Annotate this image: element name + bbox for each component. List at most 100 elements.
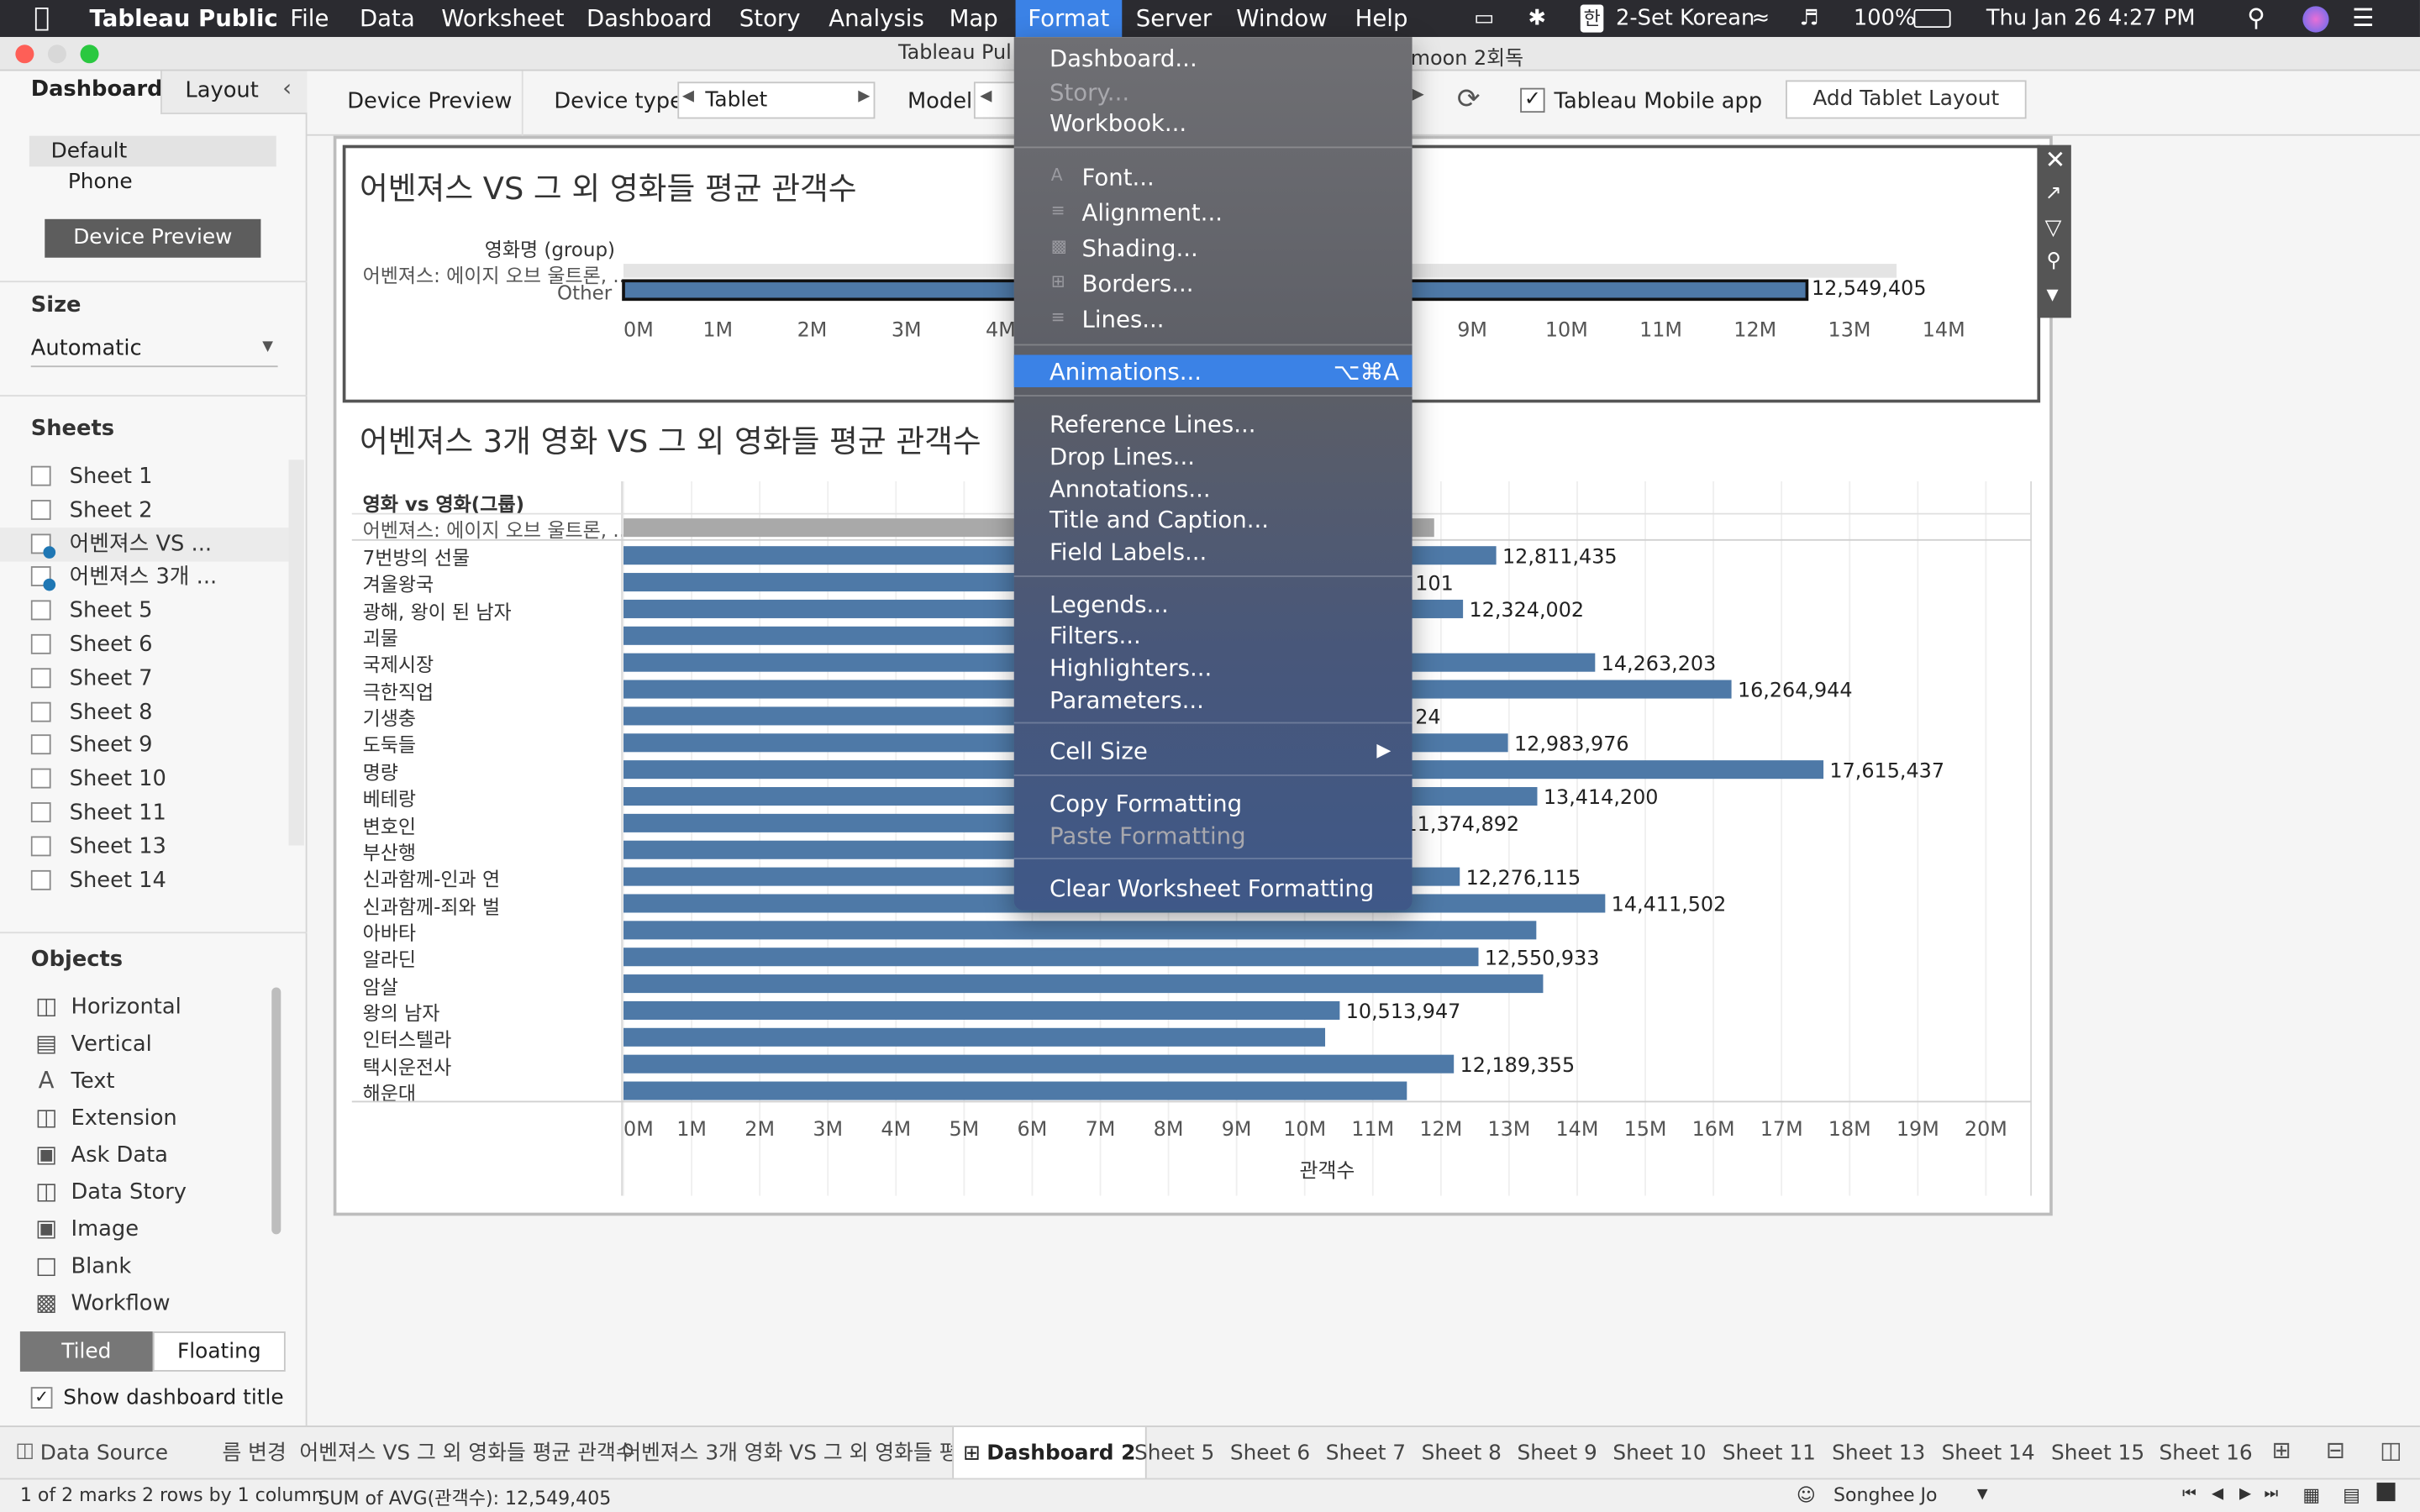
sheet-list-item[interactable]: Sheet 2 xyxy=(30,493,293,527)
object-item[interactable]: ▣ Image xyxy=(31,1210,139,1247)
chart2-bar[interactable] xyxy=(623,1000,1340,1020)
chart2-bar[interactable] xyxy=(623,974,1544,994)
sheet-list-item[interactable]: Sheet 1 xyxy=(30,459,293,493)
menu-dashboard[interactable]: Dashboard xyxy=(586,4,713,33)
new-dashboard-icon[interactable]: ⊟ xyxy=(2325,1436,2346,1465)
input-method-label[interactable]: 2-Set Korean xyxy=(1616,6,1755,31)
collapse-panel-icon[interactable]: ‹ xyxy=(282,74,292,102)
sheet-tab[interactable]: Sheet 9 xyxy=(1507,1427,1606,1479)
format-menu-item-copy-formatting[interactable]: Copy Formatting xyxy=(1050,790,1242,817)
menu-data[interactable]: Data xyxy=(359,4,415,33)
prev-sheet-icon[interactable]: ◀ xyxy=(2211,1485,2224,1503)
spotlight-icon[interactable]: ⚲ xyxy=(2247,3,2265,33)
new-worksheet-icon[interactable]: ⊞ xyxy=(2271,1436,2291,1465)
tiled-toggle[interactable]: Tiled xyxy=(19,1331,153,1372)
format-menu-item-font[interactable]: A Font... xyxy=(1051,164,1155,192)
format-menu-item-field-labels[interactable]: Field Labels... xyxy=(1050,538,1207,566)
sheet-tab[interactable]: Sheet 10 xyxy=(1603,1427,1715,1479)
sheet-tab[interactable]: 어벤져스 VS 그 외 영화들 평균 관객수 xyxy=(290,1427,644,1479)
menu-help[interactable]: Help xyxy=(1355,4,1408,33)
prev-icon[interactable]: ◀ xyxy=(681,87,694,105)
sheets-scrollbar[interactable] xyxy=(288,459,304,846)
format-menu-item-filters[interactable]: Filters... xyxy=(1050,622,1141,649)
sheet-tab[interactable]: Sheet 14 xyxy=(1933,1427,2044,1479)
object-item[interactable]: ▣ Ask Data xyxy=(31,1136,168,1173)
sheet-list-item[interactable]: 어벤져스 3개 ... xyxy=(30,560,293,594)
tab-data-source[interactable]: Data Source xyxy=(39,1441,169,1466)
sheet-list-item[interactable]: Sheet 9 xyxy=(30,729,293,763)
new-story-icon[interactable]: ◫ xyxy=(2380,1436,2402,1465)
object-item[interactable]: ◫ Data Story xyxy=(31,1173,187,1210)
menu-server[interactable]: Server xyxy=(1135,4,1213,33)
tab-layout[interactable]: Layout ‹ xyxy=(160,71,308,114)
menu-file[interactable]: File xyxy=(290,4,329,33)
menu-worksheet[interactable]: Worksheet xyxy=(441,4,565,33)
format-menu-item-drop-lines[interactable]: Drop Lines... xyxy=(1050,443,1195,470)
mobile-app-checkbox[interactable]: ✓ xyxy=(1520,87,1545,113)
device-preview-tab[interactable]: Device Preview xyxy=(308,71,523,136)
size-dropdown[interactable]: Automatic ▼ xyxy=(30,333,278,368)
format-menu-item-reference-lines[interactable]: Reference Lines... xyxy=(1050,411,1256,438)
prev-icon[interactable]: ◀ xyxy=(980,87,992,105)
object-item[interactable]: ◫ Horizontal xyxy=(31,987,182,1024)
sheet-tab[interactable]: Sheet 13 xyxy=(1823,1427,1934,1479)
device-preview-button[interactable]: Device Preview xyxy=(45,218,261,258)
sheet-tab[interactable]: Sheet 16 xyxy=(2150,1427,2262,1479)
format-menu-item-cell-size[interactable]: Cell Size ▶ xyxy=(1050,738,1391,765)
format-menu-item-dashboard[interactable]: Dashboard... xyxy=(1050,45,1197,72)
object-item[interactable]: A Text xyxy=(31,1062,115,1099)
sheet-list-item[interactable]: Sheet 10 xyxy=(30,763,293,796)
sheet-tab[interactable]: Sheet 15 xyxy=(2042,1427,2154,1479)
object-item[interactable]: ▩ Workflow xyxy=(31,1284,171,1320)
sheet-tab[interactable]: Sheet 6 xyxy=(1221,1427,1319,1479)
floating-toggle[interactable]: Floating xyxy=(152,1331,286,1372)
chart2-bar[interactable] xyxy=(623,948,1479,967)
chevron-down-icon[interactable]: ▼ xyxy=(1976,1487,1988,1503)
menu-format[interactable]: Format xyxy=(1015,0,1123,38)
objects-scrollbar[interactable] xyxy=(271,987,281,1235)
format-menu-item-lines[interactable]: ≡ Lines... xyxy=(1051,306,1165,333)
sheet-sorter-icon[interactable]: ▦ xyxy=(2302,1483,2321,1506)
apple-icon[interactable]:  xyxy=(22,0,62,37)
device-phone[interactable]: Phone xyxy=(67,170,133,195)
device-default[interactable]: Default xyxy=(29,135,276,167)
menu-analysis[interactable]: Analysis xyxy=(829,4,924,33)
sheet-list-item[interactable]: Sheet 13 xyxy=(30,830,293,864)
filmstrip-icon[interactable]: ▤ xyxy=(2343,1483,2360,1506)
notification-center-icon[interactable]: ☰ xyxy=(2352,3,2375,33)
input-method-icon[interactable]: 한 xyxy=(1580,4,1604,33)
format-menu-item-legends[interactable]: Legends... xyxy=(1050,591,1169,618)
sheet-tab[interactable]: Sheet 7 xyxy=(1317,1427,1415,1479)
format-menu-item-parameters[interactable]: Parameters... xyxy=(1050,686,1204,714)
menu-window[interactable]: Window xyxy=(1236,4,1328,33)
next-sheet-icon[interactable]: ▶ xyxy=(2239,1485,2252,1503)
airplay-icon[interactable]: ▭ xyxy=(1474,6,1495,31)
close-icon[interactable]: ✕ xyxy=(2044,144,2066,175)
sheet-list-item[interactable]: Sheet 8 xyxy=(30,696,293,729)
sheet-list-item[interactable]: Sheet 5 xyxy=(30,594,293,627)
close-window-button[interactable] xyxy=(15,45,34,64)
format-menu-item-alignment[interactable]: ≡ Alignment... xyxy=(1051,199,1223,227)
sheet-tab[interactable]: ⊞ Dashboard 2 xyxy=(952,1426,1147,1480)
sheet-list-item[interactable]: Sheet 11 xyxy=(30,796,293,830)
more-options-icon[interactable]: ▼ xyxy=(2046,286,2059,304)
clock[interactable]: Thu Jan 26 4:27 PM xyxy=(1986,6,2196,31)
sheet-tab[interactable]: 름 변경 xyxy=(213,1427,295,1479)
chart2-bar[interactable] xyxy=(623,1027,1326,1047)
app-menu[interactable]: Tableau Public xyxy=(89,4,278,33)
format-menu-item-annotations[interactable]: Annotations... xyxy=(1050,475,1211,503)
object-item[interactable]: ▤ Vertical xyxy=(31,1025,152,1062)
menu-map[interactable]: Map xyxy=(949,4,998,33)
filter-icon[interactable]: ▽ xyxy=(2044,216,2062,241)
sheet-tab[interactable]: Sheet 5 xyxy=(1125,1427,1223,1479)
last-sheet-icon[interactable]: ⏭ xyxy=(2264,1485,2278,1503)
menu-story[interactable]: Story xyxy=(739,4,801,33)
chart2-bar[interactable] xyxy=(623,921,1537,940)
rotate-icon[interactable]: ⟳ xyxy=(1456,83,1481,116)
battery-icon[interactable] xyxy=(1913,9,1951,29)
format-menu-item-borders[interactable]: ⊞ Borders... xyxy=(1051,270,1194,297)
sheet-list-item[interactable]: Sheet 6 xyxy=(30,628,293,662)
device-type-select[interactable]: ◀ Tablet ▶ xyxy=(677,81,876,119)
volume-icon[interactable]: ♬ xyxy=(1799,6,1819,31)
object-item[interactable]: □ Blank xyxy=(31,1247,131,1284)
